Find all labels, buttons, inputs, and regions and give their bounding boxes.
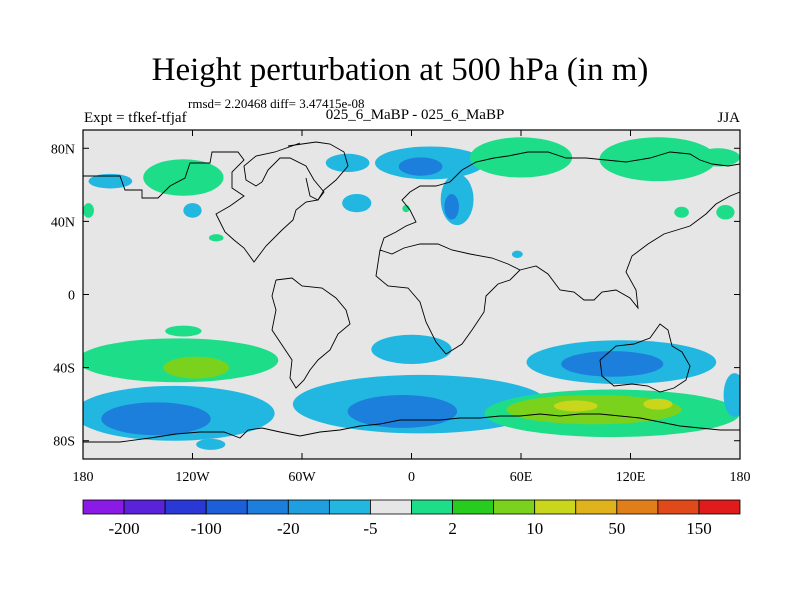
colorbar-box <box>123 499 166 515</box>
colorbar-box <box>534 499 577 515</box>
anomaly-region <box>165 325 202 337</box>
colorbar-box <box>657 499 700 515</box>
rmsd-text: rmsd= 2.20468 diff= 3.47415e-08 <box>188 96 365 111</box>
colorbar-box <box>698 499 741 515</box>
colorbar-box <box>493 499 536 515</box>
colorbar-box <box>82 499 125 515</box>
x-tick-label: 0 <box>408 470 415 485</box>
experiment-label: Expt = tfkef-tfjaf <box>84 110 187 126</box>
anomaly-region <box>674 206 689 218</box>
anomaly-region <box>716 204 735 220</box>
colorbar-label: 2 <box>448 519 457 538</box>
anomaly-region <box>696 148 740 167</box>
x-tick-label: 60E <box>510 470 533 485</box>
coastline-africa <box>375 243 521 355</box>
coastline-south-america <box>271 277 351 389</box>
season-label: JJA <box>717 110 740 126</box>
colorbar-label: -20 <box>277 519 300 538</box>
y-tick-label: 80N <box>51 142 75 157</box>
anomaly-region <box>88 173 133 189</box>
coastline-south-asia <box>519 191 740 310</box>
anomaly-region <box>599 137 717 182</box>
anomaly-region <box>183 203 202 218</box>
coastline-north-america <box>83 142 325 263</box>
colorbar-box <box>328 499 371 515</box>
anomaly-region <box>347 395 458 428</box>
colorbar-label: 150 <box>686 519 712 538</box>
anomaly-region <box>643 398 673 410</box>
x-tick-label: 60W <box>288 470 316 485</box>
anomaly-region <box>163 356 229 379</box>
colorbar-box <box>411 499 453 515</box>
y-tick-label: 40S <box>53 362 75 377</box>
x-tick-label: 120E <box>616 470 646 485</box>
anomaly-region <box>511 250 523 258</box>
anomaly-region <box>371 334 452 364</box>
y-tick-label: 80S <box>53 435 75 450</box>
y-tick-label: 40N <box>51 215 75 230</box>
colorbar-box <box>575 499 618 515</box>
x-tick-label: 120W <box>175 470 210 485</box>
anomaly-region <box>444 193 459 220</box>
anomaly-region <box>83 203 94 218</box>
colorbar-box <box>370 499 412 515</box>
anomaly-region <box>506 395 682 425</box>
colorbar-label: 10 <box>526 519 543 538</box>
colorbar-box <box>205 499 248 515</box>
anomaly-region <box>553 400 598 412</box>
colorbar-box <box>246 499 289 515</box>
axis-ticks: 180 120W 60W 0 60E 120E 180 80N 40N 0 40S 80S <box>51 130 751 485</box>
x-tick-label: 180 <box>730 470 751 485</box>
colorbar-box <box>287 499 330 515</box>
anomaly-region <box>469 137 573 178</box>
anomaly-region <box>723 373 740 417</box>
colorbar-box <box>452 499 495 515</box>
anomaly-region <box>342 193 372 213</box>
period-label: 025_6_MaBP - 025_6_MaBP <box>325 107 505 123</box>
coastlines <box>83 141 740 443</box>
colorbar: -200 -100 -20 -5 2 10 50 150 <box>82 499 741 538</box>
anomaly-region <box>398 157 443 176</box>
colorbar-box <box>164 499 207 515</box>
anomaly-region <box>196 438 226 450</box>
anomaly-region <box>325 153 370 173</box>
y-tick-label: 0 <box>68 289 75 304</box>
coastline-greenland <box>287 141 349 201</box>
plot-title: Height perturbation at 500 hPa (in m) <box>151 52 649 88</box>
anomaly-shading <box>83 137 740 450</box>
anomaly-region <box>143 159 224 196</box>
anomaly-region <box>208 234 224 242</box>
colorbar-label: -100 <box>191 519 222 538</box>
colorbar-label: -5 <box>363 519 377 538</box>
coastline-australia <box>599 323 691 393</box>
coastline-antarctica <box>83 413 740 443</box>
coastline-eurasia <box>379 151 740 251</box>
anomaly-region <box>101 402 211 436</box>
colorbar-label: 50 <box>608 519 625 538</box>
anomaly-region <box>561 351 664 377</box>
colorbar-label: -200 <box>108 519 139 538</box>
x-tick-label: 180 <box>73 470 94 485</box>
colorbar-box <box>616 499 659 515</box>
